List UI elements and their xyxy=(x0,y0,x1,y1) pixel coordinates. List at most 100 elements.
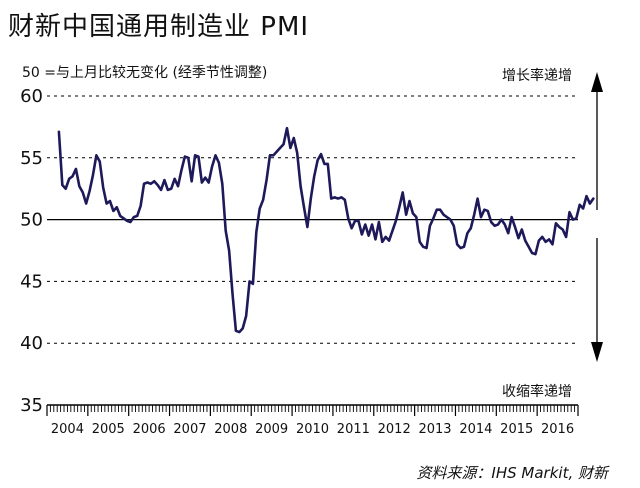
data-point xyxy=(218,162,220,164)
data-point xyxy=(374,238,377,240)
data-point xyxy=(286,127,288,129)
data-point xyxy=(163,179,166,181)
data-point xyxy=(317,159,319,161)
data-point xyxy=(228,249,230,252)
data-point xyxy=(78,185,80,187)
data-point xyxy=(337,197,339,200)
data-point xyxy=(385,236,387,238)
data-point xyxy=(323,163,326,165)
data-point xyxy=(255,231,257,233)
data-point xyxy=(419,241,421,243)
data-point xyxy=(272,154,274,156)
data-point xyxy=(119,215,121,217)
data-point xyxy=(504,223,506,226)
data-point xyxy=(99,160,101,163)
data-point xyxy=(582,207,584,210)
data-point xyxy=(231,293,234,295)
data-point xyxy=(555,222,557,224)
data-point xyxy=(579,204,581,206)
data-point xyxy=(214,154,217,156)
data-point xyxy=(476,197,479,200)
data-point xyxy=(351,227,353,229)
chart-subtitle: 50 =与上月比较无变化 (经季节性调整) xyxy=(22,65,268,81)
data-point xyxy=(122,217,125,219)
data-point xyxy=(75,168,77,170)
data-point xyxy=(568,211,571,213)
data-point xyxy=(436,209,438,211)
direction-arrows: 增长率递增 收缩率递增 xyxy=(502,67,603,400)
data-point xyxy=(265,179,268,181)
x-axis: 2004 2005 2006 2007 2008 2009 2010 2011 2012 2013… xyxy=(46,404,579,437)
data-point xyxy=(88,190,91,192)
data-point xyxy=(456,243,458,245)
increase-contraction-label: 收缩率递增 xyxy=(502,383,572,400)
increase-growth-label: 增长率递增 xyxy=(502,67,572,84)
data-point xyxy=(446,216,448,218)
data-point xyxy=(126,220,128,222)
data-point xyxy=(412,212,414,215)
data-point xyxy=(391,230,394,232)
data-point xyxy=(259,207,261,210)
data-point xyxy=(269,154,271,156)
data-point xyxy=(545,241,547,243)
data-point xyxy=(592,197,594,200)
data-point xyxy=(381,241,383,243)
data-point xyxy=(470,227,472,229)
data-point xyxy=(388,240,390,242)
data-point xyxy=(511,216,513,218)
data-point xyxy=(194,154,196,156)
y-tick-label-45: 45 xyxy=(20,271,43,292)
data-point xyxy=(494,225,496,227)
chart-title: 财新中国通用制造业 PMI xyxy=(8,12,310,42)
x-tick-label-2016: 2016 xyxy=(541,422,574,437)
data-point xyxy=(140,205,142,207)
data-point xyxy=(364,223,366,226)
data-point xyxy=(92,174,94,176)
data-point xyxy=(68,178,70,180)
series-layer xyxy=(57,126,595,334)
data-point xyxy=(449,219,451,221)
data-point xyxy=(531,252,533,254)
data-point xyxy=(415,216,417,218)
y-tick-label-35: 35 xyxy=(20,395,43,416)
data-point xyxy=(575,217,577,219)
x-tick-label-2004: 2004 xyxy=(51,422,84,437)
data-point xyxy=(371,223,373,226)
data-point xyxy=(306,226,308,228)
data-point xyxy=(497,223,499,226)
data-point xyxy=(252,283,254,285)
data-point xyxy=(238,331,240,333)
data-point xyxy=(299,185,302,187)
x-tick-label-2005: 2005 xyxy=(92,422,125,437)
data-point xyxy=(184,155,186,158)
data-point xyxy=(112,210,114,212)
data-point xyxy=(116,206,118,208)
data-point xyxy=(354,220,356,222)
data-point xyxy=(562,228,564,231)
data-point xyxy=(442,214,445,216)
data-point xyxy=(429,225,431,227)
down-arrow-icon xyxy=(591,342,603,362)
data-point xyxy=(146,181,149,184)
data-point xyxy=(180,169,183,171)
data-point xyxy=(82,191,84,194)
data-point xyxy=(191,180,193,182)
data-point xyxy=(95,154,97,156)
data-point xyxy=(357,220,360,222)
series-line-0 xyxy=(57,126,595,334)
data-point xyxy=(71,175,74,177)
data-point xyxy=(330,197,332,200)
data-point xyxy=(517,237,520,239)
data-point xyxy=(153,180,155,182)
data-point xyxy=(551,243,554,245)
data-point xyxy=(422,246,424,248)
data-point xyxy=(133,216,135,218)
y-tick-label-50: 50 xyxy=(20,210,43,231)
y-tick-labels: 35 40 45 50 55 60 xyxy=(20,86,43,416)
x-tick-label-2014: 2014 xyxy=(459,422,492,437)
data-point xyxy=(313,175,315,177)
data-point xyxy=(402,191,404,194)
data-point xyxy=(282,143,285,145)
data-point xyxy=(521,228,523,231)
